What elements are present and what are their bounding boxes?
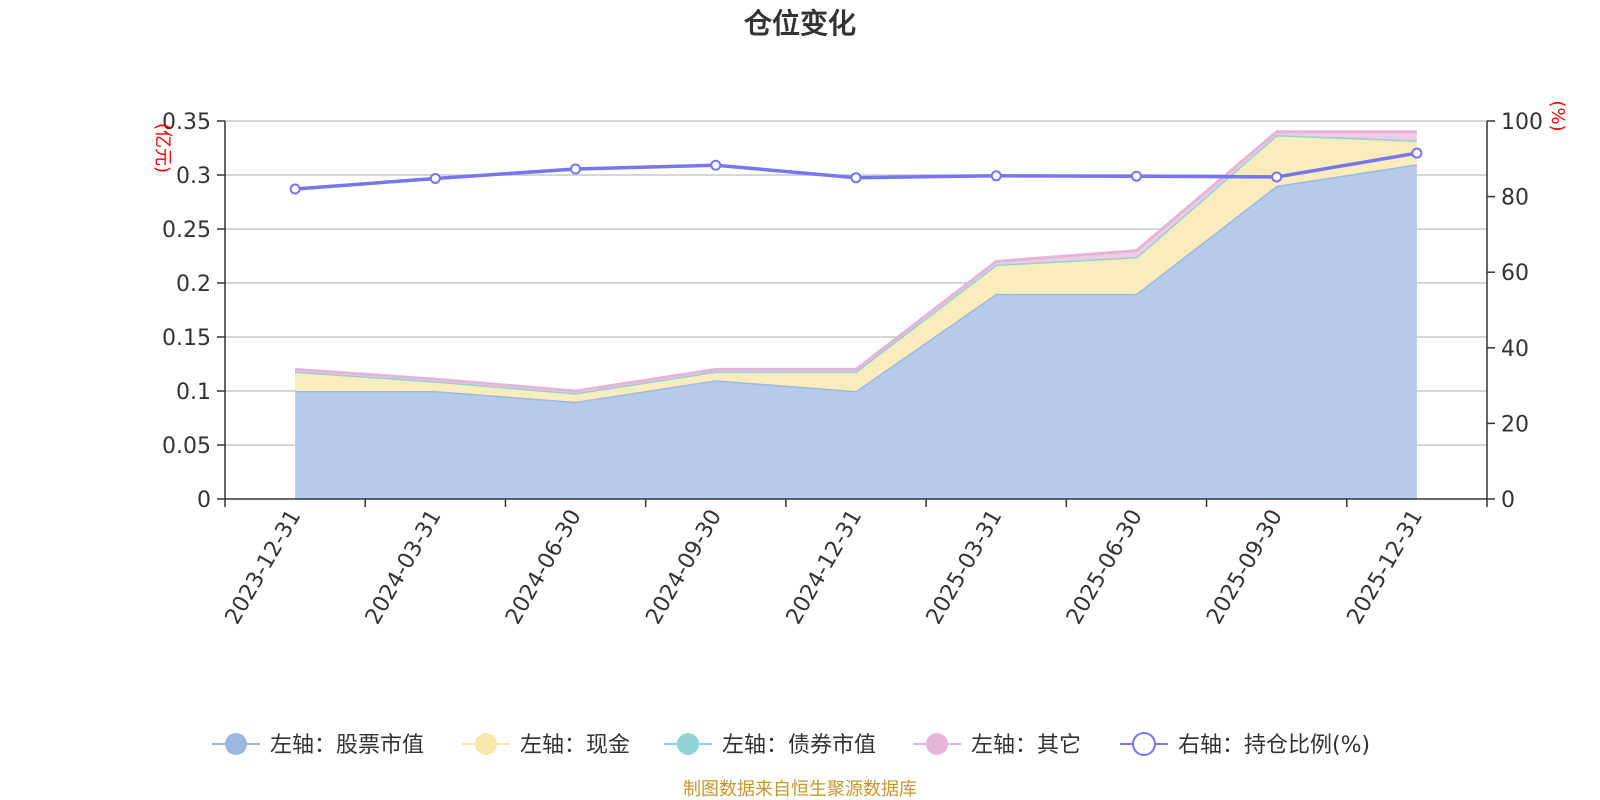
x-tick-label: 2025-06-30	[1062, 506, 1148, 629]
right-tick-label: 60	[1501, 261, 1529, 286]
chart-title: 仓位变化	[744, 7, 856, 40]
x-tick-label: 2024-12-31	[782, 506, 868, 629]
right-tick-label: 80	[1501, 186, 1529, 211]
x-tick-label: 2024-03-31	[361, 506, 447, 629]
left-tick-label: 0	[197, 488, 211, 513]
ratio-point	[289, 183, 301, 195]
left-axis-unit: (亿元)	[152, 123, 173, 173]
right-tick-label: 20	[1501, 412, 1529, 437]
left-tick-label: 0.2	[176, 272, 211, 297]
ratio-point	[1411, 147, 1423, 159]
legend: 左轴：股票市值 左轴：现金 左轴：债券市值 左轴：其它 右轴：持仓比例(%)	[212, 732, 1370, 758]
right-tick-label: 40	[1501, 337, 1529, 362]
legend-marker	[225, 733, 247, 755]
legend-marker	[677, 733, 699, 755]
left-tick-label: 0.35	[162, 110, 211, 135]
ratio-point	[850, 172, 862, 184]
left-tick-label: 0.15	[162, 326, 211, 351]
ratio-point	[990, 170, 1002, 182]
right-tick-label: 0	[1501, 488, 1515, 513]
area-series	[295, 130, 1418, 499]
legend-marker	[475, 733, 497, 755]
left-tick-label: 0.3	[176, 164, 211, 189]
left-tick-label: 0.1	[176, 380, 211, 405]
area-1	[295, 164, 1417, 499]
ratio-point	[570, 163, 582, 175]
x-tick-label: 2024-06-30	[501, 506, 587, 629]
x-tick-label: 2025-12-31	[1343, 506, 1429, 629]
ratio-point	[429, 172, 441, 184]
legend-label: 右轴：持仓比例(%)	[1178, 733, 1370, 758]
x-tick-label: 2024-09-30	[641, 506, 727, 629]
left-tick-label: 0.05	[162, 434, 211, 459]
legend-label: 左轴：现金	[520, 733, 630, 758]
area-2	[295, 135, 1417, 402]
legend-label: 左轴：债券市值	[722, 733, 876, 758]
area-edge-4	[295, 130, 1417, 393]
ratio-point	[1130, 170, 1142, 182]
legend-marker	[1132, 732, 1156, 756]
ratio-point	[1271, 171, 1283, 183]
x-tick-label: 2025-09-30	[1202, 506, 1288, 629]
source-note: 制图数据来自恒生聚源数据库	[683, 779, 917, 800]
legend-marker	[926, 733, 948, 755]
right-tick-label: 100	[1501, 110, 1543, 135]
left-tick-label: 0.25	[162, 218, 211, 243]
x-tick-label: 2023-12-31	[221, 506, 307, 629]
legend-label: 左轴：股票市值	[270, 733, 424, 758]
ratio-point	[710, 159, 722, 171]
right-axis-unit: (%)	[1547, 100, 1568, 131]
legend-label: 左轴：其它	[971, 733, 1081, 758]
ratio-line-series	[289, 147, 1423, 195]
x-tick-label: 2025-03-31	[922, 506, 1008, 629]
